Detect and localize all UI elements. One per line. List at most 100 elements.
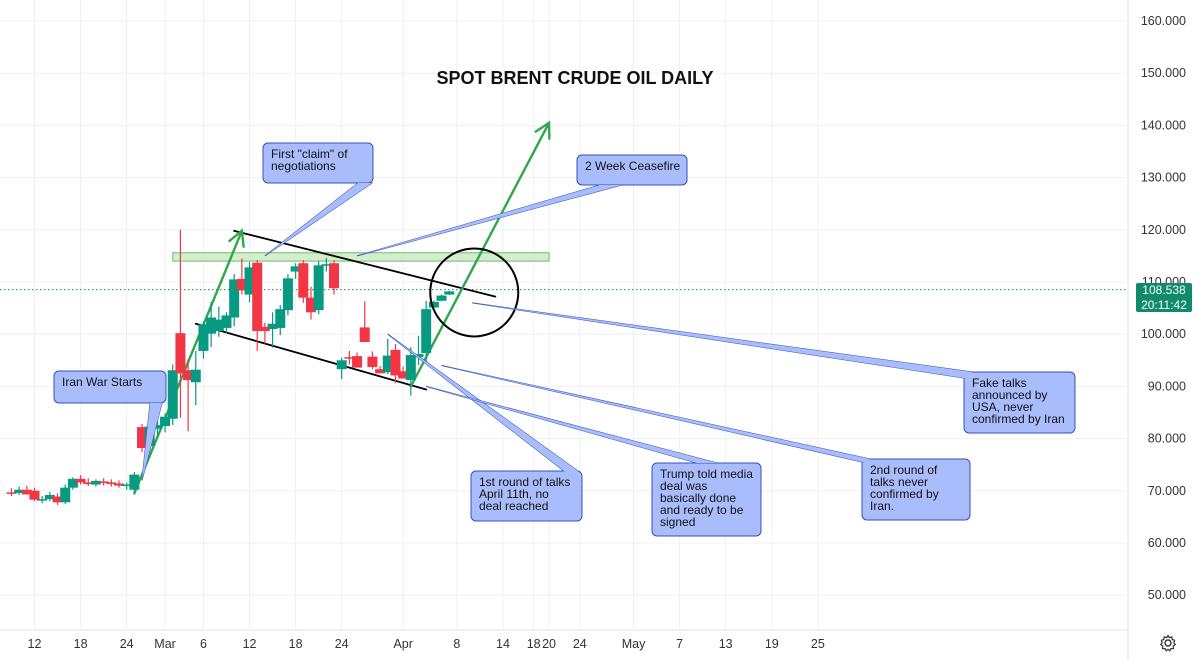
callout-text-line: signed [660,515,695,529]
callout-text-line: Iran War Starts [62,375,142,389]
x-tick-label: 8 [453,637,460,651]
callout-text-line: Iran. [870,499,894,513]
candle-body-up [382,355,393,373]
candle-body-down [259,326,270,332]
callout-pointer-fill [426,386,717,463]
x-tick-label: 12 [243,637,257,651]
candle-body-down [298,263,309,298]
callout-text-line: basically done [660,491,736,505]
candle-body-down [183,370,194,381]
callout-text-line: First "claim" of [271,147,348,161]
candle-body-up [60,487,71,503]
y-tick-label: 140.000 [1141,118,1186,132]
x-tick-label: 14 [496,637,510,651]
candle-body-down [236,278,247,291]
candle-body-down [75,478,86,483]
callout-text-line: deal was [660,479,707,493]
candle-body-up [444,291,455,295]
highlight-circle [429,247,520,338]
candle-body-down [359,327,370,343]
callout-text-line: talks never [870,475,928,489]
callout-pointer-fill [142,403,162,481]
candle-body-up [275,309,286,328]
callout-text-line: negotiations [271,159,336,173]
callout-pointer-fill [472,302,972,378]
callout-pointer-fill [441,365,870,462]
candle-body-up [213,319,224,332]
candle-body-down [113,483,124,486]
y-tick-label: 160.000 [1141,14,1186,28]
x-tick-label: 20 [542,637,556,651]
candle-body-up [267,323,278,329]
candle-body-down [29,490,40,500]
callout-box [861,458,971,521]
candle-body-down [252,262,263,332]
y-tick-label: 50.000 [1148,588,1186,602]
x-tick-label: 12 [28,637,42,651]
candle-body-up [190,369,201,383]
callout-text-line: April 11th, no [479,487,549,501]
candle-body-down [137,427,148,448]
x-tick-label: 24 [120,637,134,651]
arrow-rally-2 [409,121,551,388]
y-tick-label: 100.000 [1141,327,1186,341]
candle-body-up [428,301,439,308]
candle-body-up [229,279,240,318]
y-tick-label: 90.000 [1148,379,1186,393]
x-tick-label: 24 [335,637,349,651]
x-tick-label: 24 [573,637,587,651]
candle-body-down [329,263,340,289]
y-axis[interactable]: 50.00060.00070.00080.00090.000100.000110… [1141,14,1186,602]
x-axis[interactable]: 12 18 24 Mar 6 12 18 24 Apr 8 14 18 20 24 May 7 13 19 25 [28,637,825,651]
candle-body-down [375,369,386,374]
callout-box [53,370,167,404]
candle-body-down [106,482,117,485]
callout-text-line: announced by [972,388,1047,402]
candle-body-down [390,349,401,376]
arrow-rally-1-head [228,228,245,248]
callout-text-line: confirmed by Iran [972,412,1065,426]
callout-text-line: USA, never [972,400,1033,414]
candle-body-down [6,492,17,494]
gridlines [0,0,1129,660]
candle-body-up [129,474,140,490]
countdown-tag: 20:11:42 [1136,298,1192,312]
y-tick-label: 80.000 [1148,432,1186,446]
callout-ceasefire: 2 Week Ceasefire [356,154,688,257]
x-tick-label: 7 [676,637,683,651]
candle-body-up [221,315,232,328]
y-tick-label: 70.000 [1148,484,1186,498]
x-tick-label: 25 [811,637,825,651]
callout-text-line: Fake talks [972,376,1027,390]
candle-body-down [83,482,94,485]
candle-body-up [436,295,447,301]
candle-body-down [175,333,186,374]
callout-text-line: and ready to be [660,503,744,517]
candle-body-up [413,354,424,358]
candle-body-up [90,480,101,485]
candle-body-up [313,265,324,311]
candle-body-down [98,481,109,483]
candle-body-up [405,355,416,381]
upper-trendline [233,229,497,298]
settings-gear-icon[interactable] [1159,634,1177,652]
callout-pointer-fill [264,183,372,256]
x-tick-label: 19 [765,637,779,651]
chart-title: SPOT BRENT CRUDE OIL DAILY [436,68,714,88]
candle-body-up [67,478,78,488]
y-tick-label: 60.000 [1148,536,1186,550]
callout-text-line: confirmed by [870,487,939,501]
candle-body-up [290,266,301,272]
candle-body-down [21,489,32,495]
callout-text-line: 2nd round of [870,463,938,477]
x-tick-label: 18 [289,637,303,651]
callout-iran-war: Iran War Starts [53,370,167,481]
candle-body-up [244,267,255,295]
candle-body-down [305,297,316,313]
candle-body-up [121,484,132,487]
candle-body-up [37,499,48,501]
